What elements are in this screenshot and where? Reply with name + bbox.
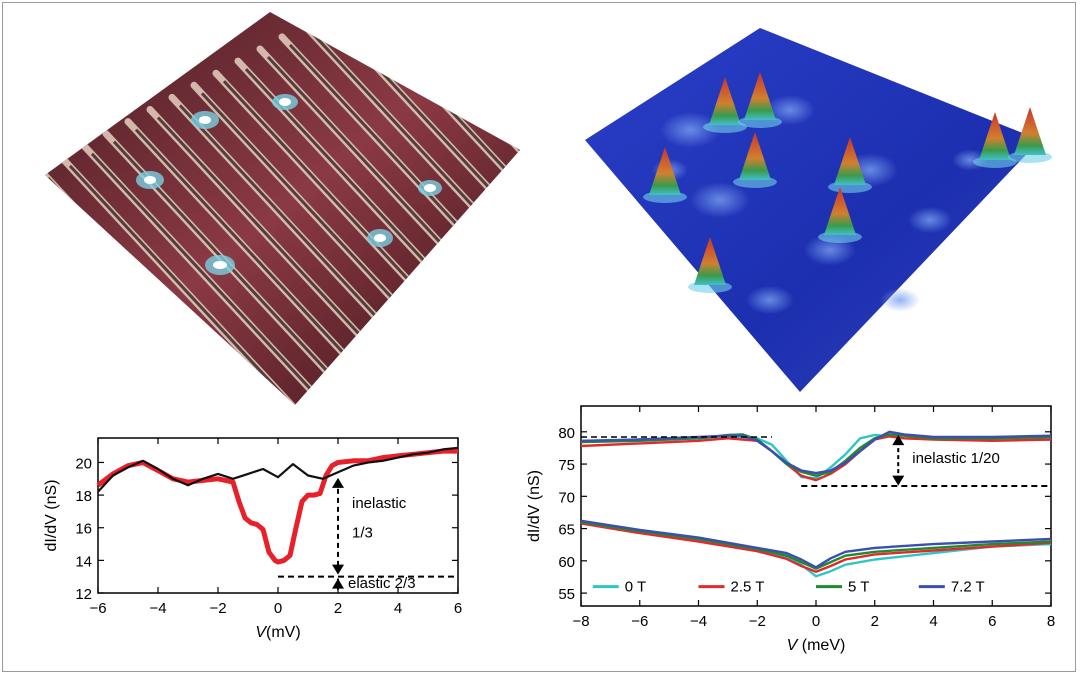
x-tick-label: −2 bbox=[209, 600, 226, 617]
series-lower-trace bbox=[580, 520, 1052, 578]
y-tick-label: 12 bbox=[75, 586, 92, 603]
elastic-label: elastic 2/3 bbox=[348, 575, 416, 592]
peak-cone bbox=[739, 132, 771, 180]
surface-trough bbox=[310, 31, 520, 314]
surface-peak bbox=[733, 132, 777, 188]
x-tick-label: 8 bbox=[1047, 613, 1055, 630]
y-tick-label: 14 bbox=[75, 553, 92, 570]
adatom-defect bbox=[136, 171, 164, 189]
x-tick-label: −4 bbox=[149, 600, 166, 617]
surface-trough bbox=[90, 152, 354, 405]
peak-cone bbox=[979, 112, 1011, 160]
red-trace bbox=[96, 448, 458, 565]
inelastic-arrow-head bbox=[332, 564, 344, 575]
x-tick-label: −4 bbox=[690, 613, 707, 630]
inelastic-arrow-head bbox=[332, 477, 344, 488]
inelastic-arrow-head bbox=[892, 435, 905, 446]
x-tick-label: 4 bbox=[929, 613, 937, 630]
elastic-arrow-head bbox=[332, 578, 344, 589]
x-tick-label: 4 bbox=[394, 600, 402, 617]
topography-peaked-surface bbox=[585, 28, 1052, 392]
peak-cone bbox=[744, 72, 776, 120]
chart-left: −6 −4 −2 0 2 4 6 12 14 16 18 20 V(mV) dI/dV (nS) inela… bbox=[43, 437, 462, 641]
x-tick-label: 2 bbox=[334, 600, 342, 617]
surface-blob bbox=[746, 285, 794, 315]
adatom-defect bbox=[272, 94, 298, 110]
x-tick-label: −6 bbox=[89, 600, 106, 617]
inelastic-fraction-label: 1/3 bbox=[352, 525, 373, 542]
surface-blob bbox=[908, 206, 952, 234]
legend-label: 5 T bbox=[848, 579, 869, 596]
inelastic-label: inelastic bbox=[352, 495, 407, 512]
surface-blob bbox=[690, 182, 750, 218]
adatom-defect bbox=[367, 229, 393, 247]
x-axis-label: V(mV) bbox=[255, 624, 300, 641]
topography-striped-surface bbox=[45, 10, 530, 405]
surface-blob bbox=[765, 95, 815, 125]
y-tick-label: 55 bbox=[558, 586, 575, 603]
surface-trough bbox=[508, 12, 520, 205]
surface-peak bbox=[1008, 107, 1052, 163]
y-tick-label: 60 bbox=[558, 554, 575, 571]
series-lower-trace bbox=[580, 520, 1052, 570]
y-tick-label: 70 bbox=[558, 489, 575, 506]
legend: 0 T 2.5 T 5 T 7.2 T bbox=[592, 579, 985, 596]
x-tick-label: 6 bbox=[988, 613, 996, 630]
surface-blob bbox=[880, 288, 920, 312]
peak-cone bbox=[694, 237, 726, 285]
legend-label: 0 T bbox=[625, 579, 646, 596]
x-tick-label: −2 bbox=[749, 613, 766, 630]
y-axis-label: dI/dV (nS) bbox=[43, 479, 60, 551]
x-axis-label: V (meV) bbox=[787, 637, 846, 654]
surface-peak bbox=[643, 147, 687, 203]
x-tick-label: −6 bbox=[631, 613, 648, 630]
adatom-defect bbox=[191, 111, 219, 129]
series-lower-trace bbox=[580, 519, 1052, 569]
x-tick-label: 0 bbox=[812, 613, 820, 630]
y-tick-label: 75 bbox=[558, 457, 575, 474]
surface-ridge bbox=[498, 12, 520, 200]
chart-right: −8 −6 −4 −2 0 2 4 6 8 55 60 65 70 75 80 V (meV) dI/dV (n… bbox=[526, 405, 1055, 654]
x-tick-label: 6 bbox=[454, 600, 462, 617]
surface-peak bbox=[818, 187, 862, 243]
surface-ridge bbox=[524, 10, 530, 184]
surface-peak bbox=[973, 112, 1017, 168]
y-axis-label: dI/dV (nS) bbox=[526, 470, 543, 542]
peak-cone bbox=[1014, 107, 1046, 155]
inelastic-label: inelastic 1/20 bbox=[912, 450, 1000, 467]
legend-label: 7.2 T bbox=[951, 579, 985, 596]
peak-cone bbox=[649, 147, 681, 195]
y-tick-label: 65 bbox=[558, 522, 575, 539]
y-tick-label: 80 bbox=[558, 425, 575, 442]
black-trace bbox=[97, 446, 459, 493]
adatom-defect bbox=[205, 255, 235, 275]
legend-label: 2.5 T bbox=[731, 579, 765, 596]
series-lower-trace bbox=[580, 522, 1052, 574]
surface-peak bbox=[738, 72, 782, 128]
surface-blob bbox=[660, 112, 720, 148]
plot-area bbox=[97, 437, 459, 594]
series-upper-trace bbox=[580, 435, 1052, 482]
y-tick-label: 20 bbox=[75, 455, 92, 472]
peak-cone bbox=[709, 77, 741, 125]
surface-peak bbox=[703, 77, 747, 133]
x-tick-label: 2 bbox=[871, 613, 879, 630]
surface-peak bbox=[688, 237, 732, 293]
series-upper-trace bbox=[580, 430, 1052, 475]
y-tick-label: 18 bbox=[75, 488, 92, 505]
peak-cone bbox=[824, 187, 856, 235]
adatom-defect bbox=[418, 180, 442, 196]
inelastic-arrow-head bbox=[892, 475, 905, 486]
y-tick-label: 16 bbox=[75, 521, 92, 538]
peak-cone bbox=[834, 137, 866, 185]
surface-trough bbox=[486, 12, 520, 218]
x-tick-label: −8 bbox=[572, 613, 589, 630]
x-tick-label: 0 bbox=[274, 600, 282, 617]
